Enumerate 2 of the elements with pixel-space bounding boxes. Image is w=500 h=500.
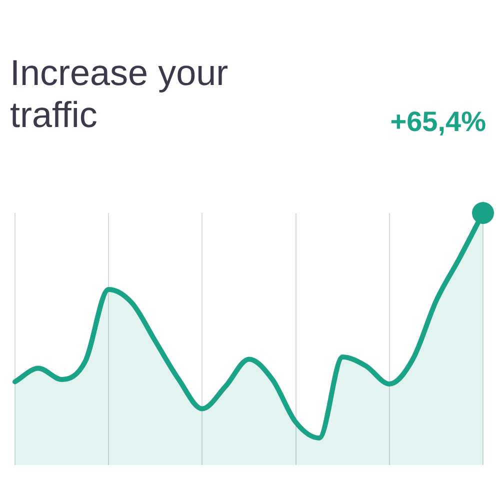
chart-title: Increase your traffic [10,52,230,136]
text: +65,4% [390,106,486,138]
